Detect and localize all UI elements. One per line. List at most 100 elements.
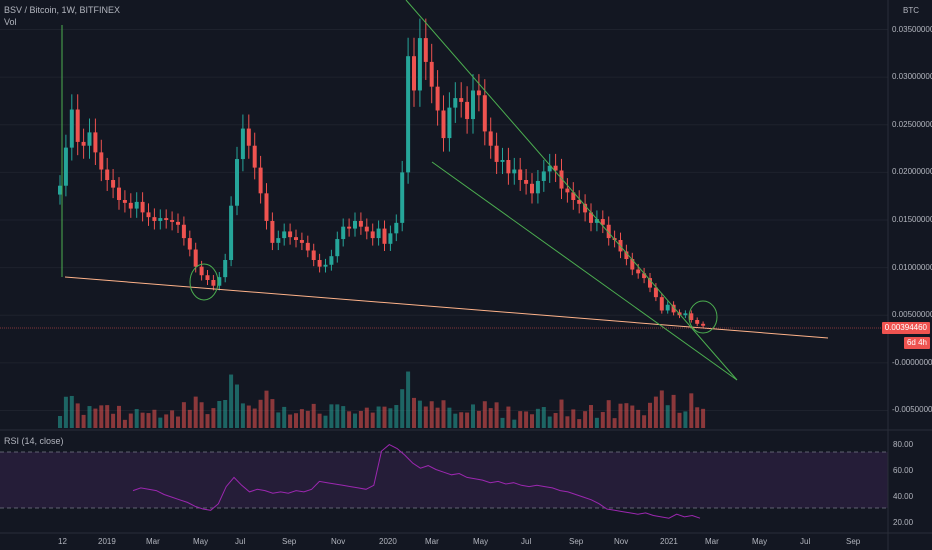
symbol-title[interactable]: BSV / Bitcoin, 1W, BITFINEX bbox=[4, 5, 121, 15]
candle-body bbox=[264, 193, 269, 221]
rsi-tick-label: 40.00 bbox=[893, 492, 914, 502]
candle-body bbox=[571, 192, 576, 200]
candle-body bbox=[58, 185, 62, 195]
candle-body bbox=[429, 61, 434, 87]
rsi-band-fill bbox=[0, 452, 888, 508]
candle-body bbox=[659, 297, 664, 311]
volume-bar bbox=[317, 413, 322, 428]
candle-body bbox=[512, 169, 517, 174]
candle-body bbox=[583, 203, 588, 213]
time-tick-label: May bbox=[473, 537, 489, 546]
volume-bar bbox=[412, 397, 416, 428]
price-tick-label: 0.02500000 bbox=[892, 119, 932, 129]
volume-bar bbox=[364, 407, 369, 428]
candle-body bbox=[459, 98, 464, 102]
volume-bar bbox=[683, 411, 688, 428]
volume-bar bbox=[624, 403, 629, 428]
volume-bar bbox=[75, 403, 80, 428]
volume-bar bbox=[530, 414, 534, 428]
volume-bar bbox=[376, 406, 381, 428]
volume-bar bbox=[541, 407, 546, 428]
time-tick-label: May bbox=[193, 537, 209, 546]
candle-body bbox=[636, 269, 641, 274]
volume-bar bbox=[494, 402, 499, 428]
volume-bar bbox=[93, 408, 98, 428]
volume-bar bbox=[565, 416, 570, 428]
volume-legend[interactable]: Vol bbox=[4, 17, 17, 27]
volume-bar bbox=[648, 402, 652, 428]
volume-bar bbox=[164, 414, 169, 428]
candle-body bbox=[299, 240, 304, 243]
rsi-tick-label: 20.00 bbox=[893, 518, 914, 528]
time-tick-label: 2020 bbox=[379, 537, 397, 546]
circle-annotation-feb[interactable] bbox=[688, 300, 718, 334]
candle-body bbox=[347, 226, 352, 229]
support-trendline[interactable] bbox=[64, 276, 829, 339]
candle-body bbox=[246, 128, 251, 146]
time-tick-label: Mar bbox=[425, 537, 439, 546]
volume-bar bbox=[264, 390, 269, 428]
time-tick-label: Sep bbox=[282, 537, 297, 546]
volume-bar bbox=[506, 406, 511, 428]
wedge-upper-trendline[interactable] bbox=[405, 0, 738, 381]
candle-body bbox=[553, 165, 558, 171]
candle-body bbox=[317, 260, 322, 267]
volume-bar bbox=[553, 413, 558, 428]
candle-body bbox=[181, 224, 186, 239]
time-tick-label: 2021 bbox=[660, 537, 678, 546]
volume-bar bbox=[524, 411, 529, 428]
candle-body bbox=[701, 323, 706, 326]
volume-bars bbox=[58, 371, 706, 428]
volume-bar bbox=[217, 401, 222, 428]
volume-bar bbox=[594, 417, 599, 428]
candle-body bbox=[423, 38, 428, 62]
candle-body bbox=[193, 249, 198, 267]
candle-body bbox=[606, 224, 611, 239]
volume-bar bbox=[211, 408, 216, 428]
volume-bar bbox=[465, 412, 470, 428]
candle-body bbox=[488, 131, 493, 146]
candle-body bbox=[518, 169, 523, 180]
volume-bar bbox=[618, 403, 623, 428]
candle-body bbox=[471, 90, 475, 120]
volume-bar bbox=[176, 416, 180, 428]
volume-bar bbox=[459, 412, 464, 428]
candle-body bbox=[382, 228, 387, 244]
volume-bar bbox=[105, 405, 110, 428]
candle-body bbox=[229, 205, 234, 260]
candle-body bbox=[270, 220, 275, 243]
volume-bar bbox=[181, 402, 186, 428]
candle-body bbox=[388, 233, 393, 244]
candle-body bbox=[252, 145, 257, 168]
time-tick-label: Jul bbox=[235, 537, 246, 546]
wedge-lower-trendline[interactable] bbox=[431, 161, 738, 381]
volume-bar bbox=[476, 410, 481, 428]
volume-bar bbox=[311, 403, 316, 428]
candle-body bbox=[600, 219, 605, 225]
volume-bar bbox=[117, 405, 121, 428]
candle-body bbox=[240, 128, 245, 160]
rsi-legend[interactable]: RSI (14, close) bbox=[4, 436, 64, 446]
volume-bar bbox=[341, 406, 346, 428]
candle-body bbox=[217, 277, 222, 286]
circle-annotation-may[interactable] bbox=[189, 263, 219, 301]
candle-body bbox=[482, 95, 487, 132]
candle-body bbox=[199, 266, 204, 276]
candle-body bbox=[406, 56, 411, 173]
volume-bar bbox=[400, 389, 405, 428]
candle-body bbox=[146, 212, 151, 218]
candle-body bbox=[335, 239, 340, 257]
candle-body bbox=[87, 132, 92, 146]
volume-bar bbox=[547, 416, 552, 428]
volume-bar bbox=[630, 405, 635, 428]
candle-body bbox=[364, 226, 369, 232]
volume-bar bbox=[423, 406, 428, 428]
candle-body bbox=[547, 165, 552, 172]
candle-body bbox=[258, 167, 263, 194]
volume-bar bbox=[671, 394, 676, 428]
volume-bar bbox=[329, 404, 334, 428]
volume-bar bbox=[99, 405, 104, 428]
time-tick-label: Mar bbox=[146, 537, 160, 546]
volume-bar bbox=[170, 410, 175, 428]
